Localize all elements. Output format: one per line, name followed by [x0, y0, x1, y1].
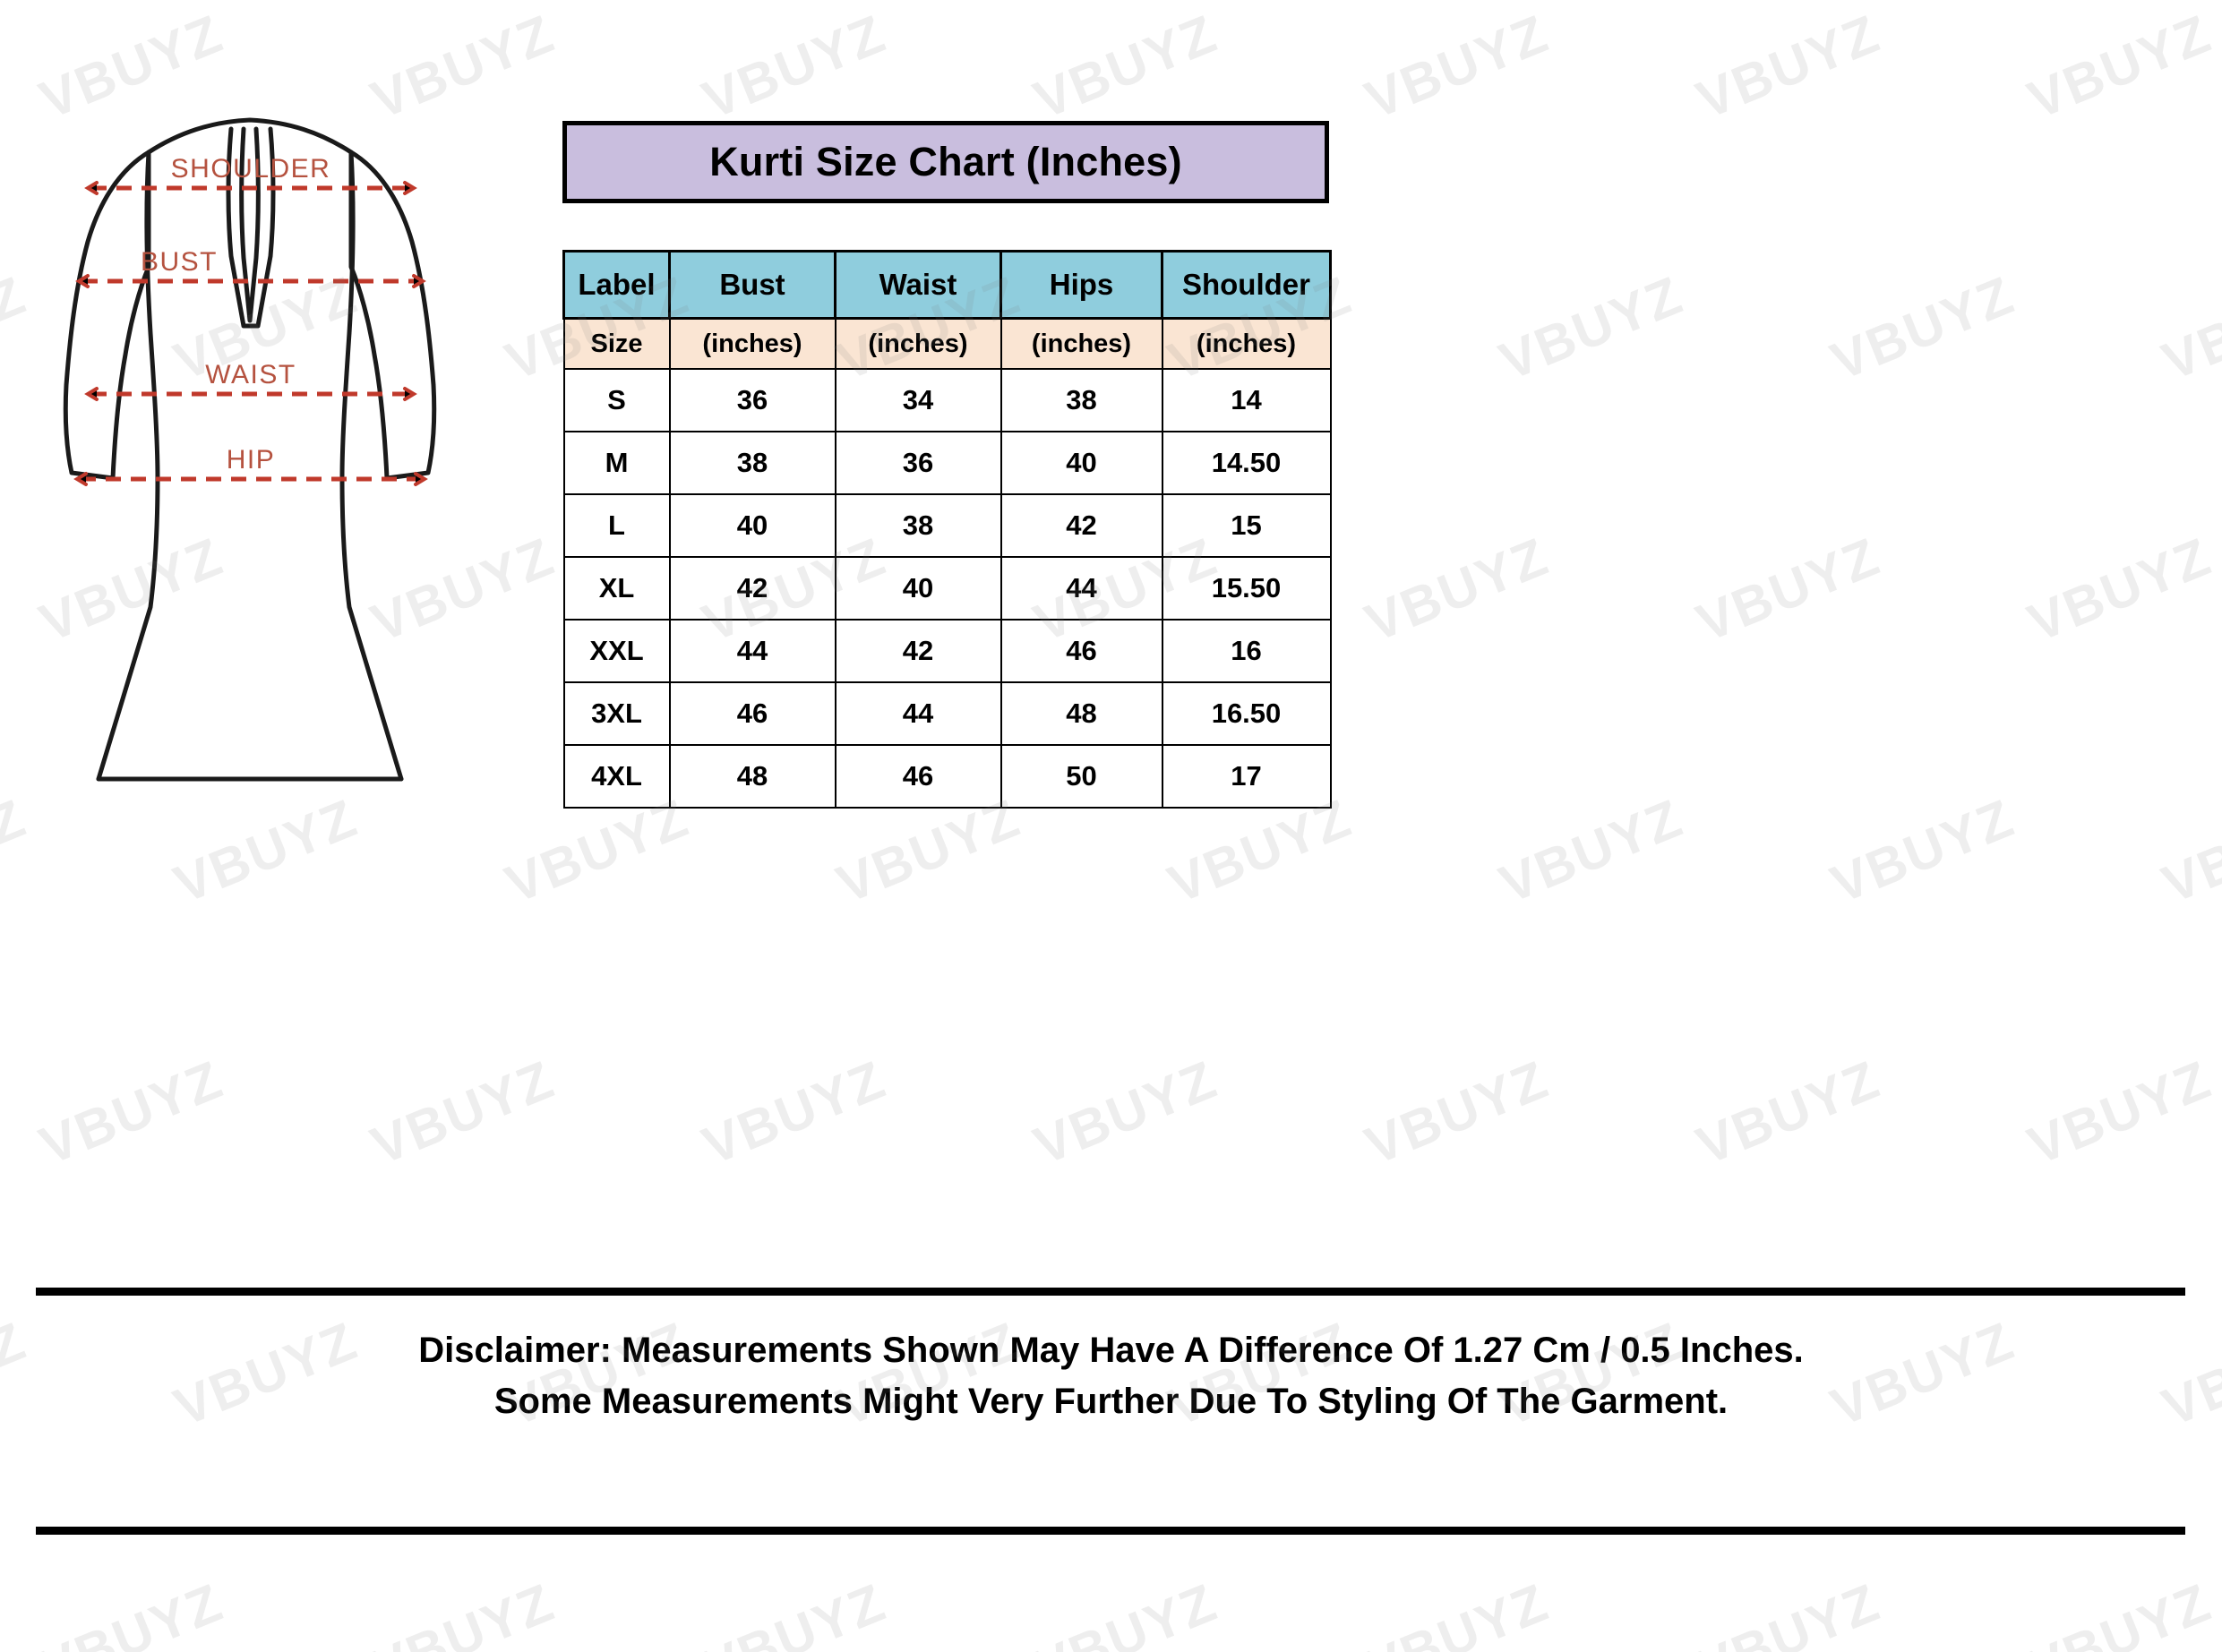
cell-size: L — [562, 493, 671, 558]
table-subheader-row: Size (inches) (inches) (inches) (inches) — [562, 317, 1332, 370]
disclaimer-line-1: Disclaimer: Measurements Shown May Have … — [418, 1331, 1804, 1370]
cell-hips: 44 — [999, 556, 1163, 621]
subheader-waist-unit: (inches) — [834, 317, 1002, 370]
cell-shoulder: 17 — [1161, 744, 1332, 809]
cell-bust: 44 — [668, 619, 836, 683]
garment-label-hip: HIP — [227, 445, 276, 475]
table-header-row: Label Bust Waist Hips Shoulder — [562, 250, 1332, 320]
table-row: XL 42 40 44 15.50 — [562, 556, 1332, 621]
cell-bust: 42 — [668, 556, 836, 621]
cell-hips: 46 — [999, 619, 1163, 683]
cell-shoulder: 15 — [1161, 493, 1332, 558]
cell-size: M — [562, 431, 671, 495]
size-chart-table: Label Bust Waist Hips Shoulder Size (inc… — [562, 250, 1332, 809]
cell-hips: 48 — [999, 681, 1163, 746]
disclaimer-line-2: Some Measurements Might Very Further Due… — [493, 1381, 1729, 1421]
subheader-size: Size — [562, 317, 671, 370]
column-header-hips: Hips — [999, 250, 1163, 320]
chart-panel: Kurti Size Chart (Inches) Label Bust Wai… — [562, 121, 1332, 809]
cell-bust: 38 — [668, 431, 836, 495]
table-row: M 38 36 40 14.50 — [562, 431, 1332, 495]
cell-bust: 36 — [668, 368, 836, 432]
cell-hips: 40 — [999, 431, 1163, 495]
cell-waist: 46 — [834, 744, 1002, 809]
cell-size: XXL — [562, 619, 671, 683]
cell-waist: 40 — [834, 556, 1002, 621]
table-row: S 36 34 38 14 — [562, 368, 1332, 432]
cell-shoulder: 14.50 — [1161, 431, 1332, 495]
cell-size: 3XL — [562, 681, 671, 746]
cell-shoulder: 16.50 — [1161, 681, 1332, 746]
cell-shoulder: 14 — [1161, 368, 1332, 432]
chart-title-box: Kurti Size Chart (Inches) — [562, 121, 1329, 203]
page-title: Kurti Size Chart (Inches) — [709, 139, 1182, 184]
subheader-bust-unit: (inches) — [668, 317, 836, 370]
garment-label-shoulder: SHOULDER — [171, 154, 331, 184]
kurti-line-drawing-svg: SHOULDER BUST WAIST HIP — [63, 117, 437, 782]
cell-shoulder: 16 — [1161, 619, 1332, 683]
garment-illustration: SHOULDER BUST WAIST HIP — [36, 98, 537, 815]
divider-bottom — [36, 1527, 2185, 1535]
subheader-hips-unit: (inches) — [999, 317, 1163, 370]
column-header-waist: Waist — [834, 250, 1002, 320]
cell-shoulder: 15.50 — [1161, 556, 1332, 621]
kurti-outline — [63, 117, 437, 782]
table-row: 4XL 48 46 50 17 — [562, 744, 1332, 809]
cell-waist: 44 — [834, 681, 1002, 746]
cell-waist: 34 — [834, 368, 1002, 432]
measurement-arrows — [73, 181, 428, 486]
cell-hips: 50 — [999, 744, 1163, 809]
column-header-shoulder: Shoulder — [1161, 250, 1332, 320]
cell-bust: 40 — [668, 493, 836, 558]
garment-label-waist: WAIST — [205, 360, 296, 389]
measurement-lines — [81, 185, 421, 482]
cell-hips: 38 — [999, 368, 1163, 432]
cell-bust: 48 — [668, 744, 836, 809]
table-header: Label Bust Waist Hips Shoulder Size (inc… — [562, 250, 1332, 370]
table-row: XXL 44 42 46 16 — [562, 619, 1332, 683]
cell-waist: 42 — [834, 619, 1002, 683]
column-header-bust: Bust — [668, 250, 836, 320]
cell-hips: 42 — [999, 493, 1163, 558]
subheader-shoulder-unit: (inches) — [1161, 317, 1332, 370]
cell-bust: 46 — [668, 681, 836, 746]
column-header-label: Label — [562, 250, 671, 320]
cell-size: XL — [562, 556, 671, 621]
garment-label-bust: BUST — [141, 247, 218, 277]
table-row: 3XL 46 44 48 16.50 — [562, 681, 1332, 746]
divider-top — [36, 1288, 2185, 1296]
table-row: L 40 38 42 15 — [562, 493, 1332, 558]
cell-size: 4XL — [562, 744, 671, 809]
cell-waist: 38 — [834, 493, 1002, 558]
disclaimer: Disclaimer: Measurements Shown May Have … — [0, 1325, 2222, 1427]
cell-waist: 36 — [834, 431, 1002, 495]
table-body: S 36 34 38 14 M 38 36 40 14.50 L 40 38 — [562, 368, 1332, 809]
cell-size: S — [562, 368, 671, 432]
